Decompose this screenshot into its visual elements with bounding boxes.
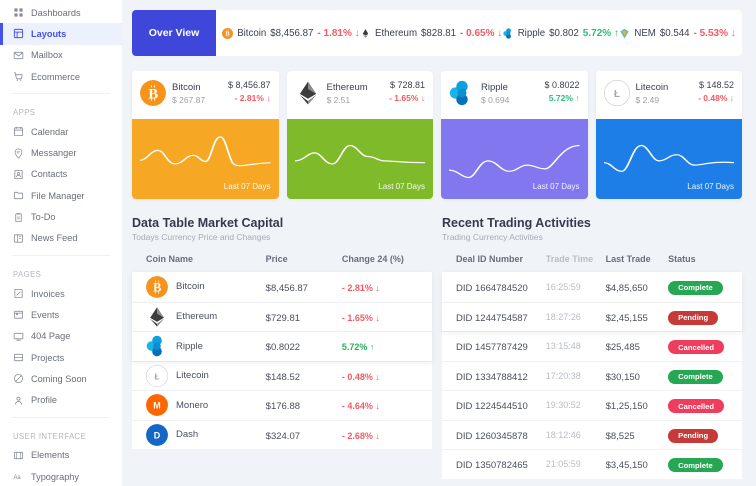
svg-text:D: D	[154, 430, 161, 440]
svg-text:Ł: Ł	[154, 372, 159, 381]
svg-text:Ł: Ł	[614, 89, 620, 100]
svg-text:B: B	[148, 86, 158, 102]
svg-text:B: B	[226, 30, 230, 37]
svg-text:M: M	[153, 401, 160, 411]
svg-text:Aa: Aa	[13, 475, 21, 481]
svg-text:B: B	[153, 280, 161, 294]
